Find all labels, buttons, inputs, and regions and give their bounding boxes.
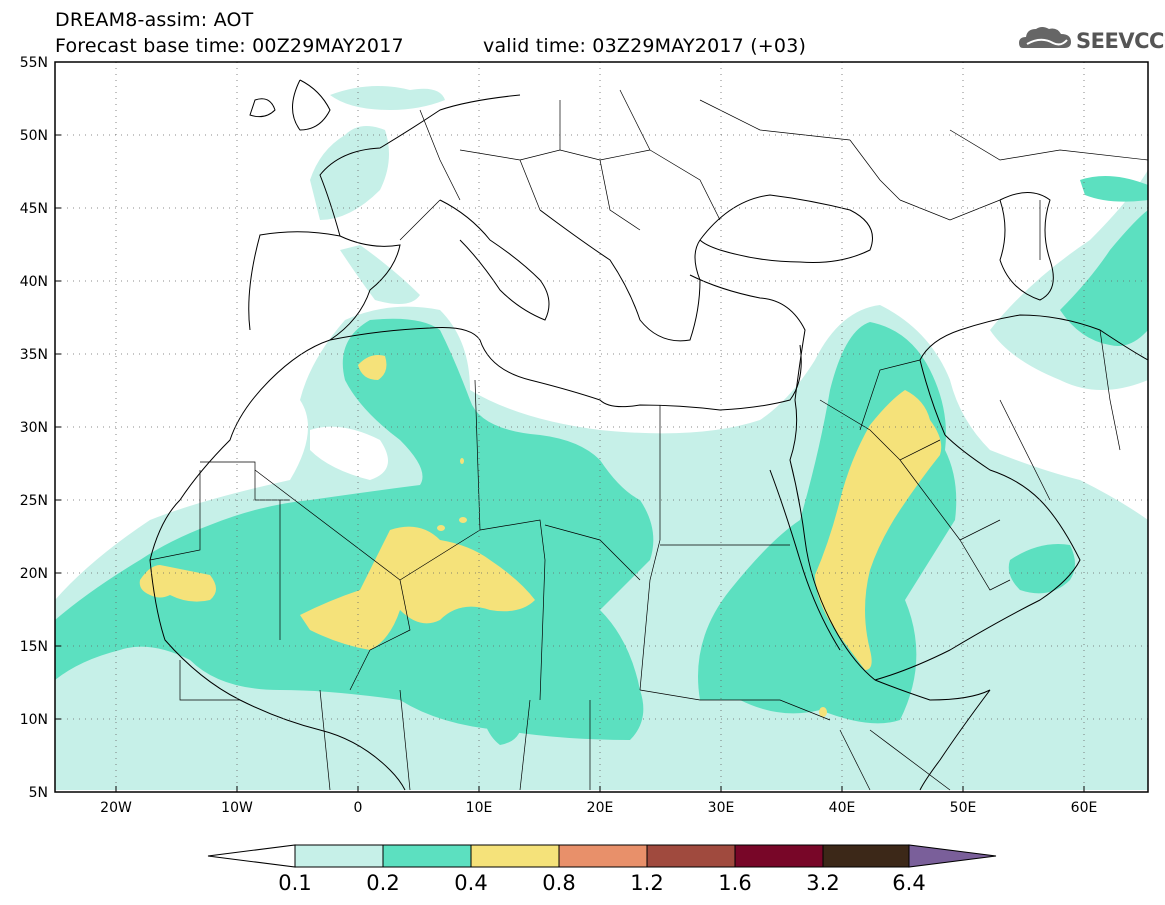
lat-tick-label: 10N (20, 712, 48, 728)
colorbar-label: 0.8 (542, 871, 575, 895)
lon-tick-label: 40E (829, 800, 856, 816)
lon-tick-label: 20E (587, 800, 614, 816)
lat-tick-label: 40N (20, 274, 48, 290)
lon-tick-label: 50E (950, 800, 977, 816)
lat-tick-label: 30N (20, 420, 48, 436)
colorbar-swatch (646, 844, 736, 868)
lat-tick-label: 20N (20, 566, 48, 582)
lon-tick-label: 30E (708, 800, 735, 816)
forecast-base-time: Forecast base time: 00Z29MAY2017 (55, 35, 404, 57)
colorbar-swatch (734, 844, 824, 868)
colorbar-arrow-low (207, 844, 296, 868)
cloud-logo-icon (1019, 27, 1071, 48)
colorbar-swatch (470, 844, 560, 868)
colorbar-label: 1.6 (718, 871, 751, 895)
colorbar-swatch (822, 844, 910, 868)
map-title: DREAM8-assim: AOT (55, 9, 254, 31)
lon-tick-label: 10E (466, 800, 493, 816)
lat-tick-label: 45N (20, 201, 48, 217)
colorbar (207, 844, 997, 868)
logo-text: SEEVCCC (1076, 29, 1165, 53)
lat-tick-label: 15N (20, 639, 48, 655)
lat-tick-label: 55N (20, 55, 48, 71)
colorbar-arrow-high (908, 844, 997, 868)
colorbar-label: 6.4 (892, 871, 925, 895)
aot-contour-0-4 (139, 355, 942, 717)
colorbar-swatch (558, 844, 648, 868)
lon-tick-label: 10W (221, 800, 253, 816)
axis-ticks (55, 61, 1085, 792)
coastlines (149, 79, 1148, 791)
lat-tick-label: 25N (20, 493, 48, 509)
country-borders (149, 89, 1148, 791)
colorbar-label: 0.1 (278, 871, 311, 895)
map-field (55, 62, 1148, 792)
lat-tick-label: 50N (20, 128, 48, 144)
colorbar-label: 3.2 (806, 871, 839, 895)
lon-tick-label: 0 (354, 800, 363, 816)
colorbar-label: 0.4 (454, 871, 487, 895)
colorbar-label: 0.2 (366, 871, 399, 895)
lon-tick-label: 60E (1071, 800, 1098, 816)
colorbar-label: 1.2 (630, 871, 663, 895)
colorbar-swatch (294, 844, 384, 868)
valid-time: valid time: 03Z29MAY2017 (+03) (483, 35, 807, 57)
lat-tick-label: 35N (20, 347, 48, 363)
colorbar-swatch (382, 844, 472, 868)
lat-tick-label: 5N (29, 785, 48, 801)
graticule (55, 62, 1148, 792)
lon-tick-label: 20W (100, 800, 132, 816)
